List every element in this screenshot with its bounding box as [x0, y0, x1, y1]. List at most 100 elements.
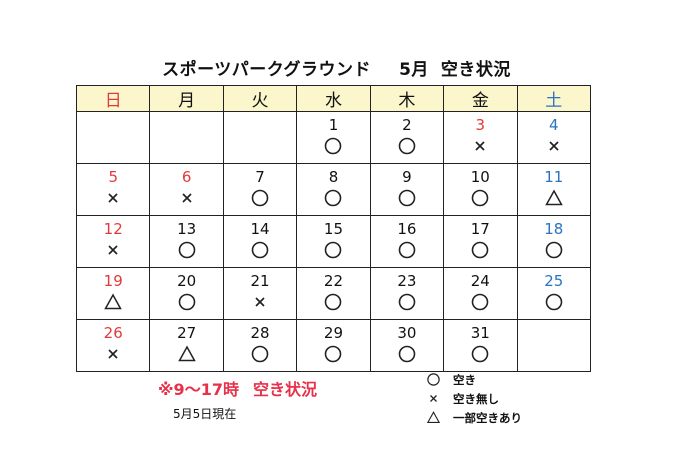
calendar-day-cell: 15	[296, 215, 371, 268]
calendar-day-cell: 14	[222, 215, 298, 268]
calendar-empty-cell	[75, 111, 151, 164]
day-number: 17	[470, 220, 490, 238]
legend-triangle-icon	[417, 410, 449, 426]
triangle-icon	[77, 292, 149, 314]
calendar-day-cell: 31	[443, 319, 518, 372]
day-number: 7	[255, 168, 265, 186]
cross-icon	[518, 136, 590, 158]
calendar-day-cell: 21	[222, 267, 298, 320]
calendar-empty-cell	[149, 111, 224, 164]
calendar-day-cell: 11	[516, 163, 592, 216]
circle-icon	[444, 188, 516, 210]
day-number: 2	[402, 116, 412, 134]
day-number: 25	[544, 272, 564, 290]
circle-icon	[224, 188, 296, 210]
legend-label: 空き	[453, 372, 476, 387]
calendar-day-cell: 30	[369, 319, 445, 372]
calendar-day-cell: 2	[369, 111, 445, 164]
legend-item-partial: 一部空きあり	[417, 408, 567, 427]
hours-note: ※9～17時 空き状況	[158, 376, 317, 400]
day-number: 15	[323, 220, 344, 238]
calendar-week-row: 12 13 14 15 16 17 18	[75, 215, 592, 268]
day-number: 12	[103, 220, 123, 238]
day-number: 19	[103, 272, 123, 290]
cross-icon	[150, 188, 222, 210]
calendar-empty-cell	[222, 111, 298, 164]
day-number: 14	[250, 220, 270, 238]
circle-icon	[518, 292, 590, 314]
circle-icon	[371, 292, 443, 314]
calendar-day-cell: 8	[296, 163, 371, 216]
cross-icon	[224, 292, 296, 314]
availability-calendar: 日 月 火 水 木 金 土 1 2 3 4 5 6 7 8 9 10 11 12 13 14 15 16 17 1…	[75, 85, 592, 372]
circle-icon	[297, 188, 369, 210]
calendar-day-cell: 7	[222, 163, 298, 216]
legend: 空き 空き無し 一部空きあり	[417, 370, 567, 427]
cross-icon	[77, 344, 149, 366]
day-number: 24	[470, 272, 490, 290]
calendar-day-cell: 29	[296, 319, 371, 372]
day-number: 31	[470, 324, 490, 342]
calendar-week-row: 5 6 7 8 9 10 11	[75, 163, 592, 216]
cross-icon	[444, 136, 516, 158]
day-number: 1	[328, 116, 339, 134]
legend-item-full: 空き無し	[417, 389, 567, 408]
circle-icon	[224, 240, 296, 262]
weekday-sun: 日	[75, 85, 151, 112]
day-number: 23	[397, 272, 417, 290]
as-of-date: 5月5日現在	[173, 407, 237, 421]
calendar-day-cell: 16	[369, 215, 445, 268]
month-label: 5月	[399, 60, 429, 80]
day-number: 13	[177, 220, 197, 238]
day-number: 10	[470, 168, 490, 186]
day-number: 11	[544, 168, 564, 186]
circle-icon	[297, 136, 369, 158]
circle-icon	[371, 240, 443, 262]
calendar-day-cell: 28	[222, 319, 298, 372]
calendar-week-row: 19 20 21 22 23 24 25	[75, 267, 592, 320]
circle-icon	[371, 344, 443, 366]
calendar-day-cell: 9	[369, 163, 445, 216]
circle-icon	[371, 188, 443, 210]
day-number: 30	[397, 324, 417, 342]
circle-icon	[297, 240, 369, 262]
circle-icon	[444, 344, 516, 366]
calendar-day-cell: 1	[296, 111, 371, 164]
calendar-day-cell: 13	[149, 215, 224, 268]
legend-circle-icon	[417, 372, 449, 388]
calendar-week-row: 26 27 28 29 30 31	[75, 319, 592, 372]
calendar-day-cell: 25	[516, 267, 592, 320]
legend-label: 空き無し	[453, 391, 499, 406]
weekday-thu: 木	[369, 85, 445, 112]
circle-icon	[297, 344, 369, 366]
legend-cross-icon	[417, 391, 449, 407]
weekday-fri: 金	[443, 85, 518, 112]
calendar-day-cell: 10	[443, 163, 518, 216]
circle-icon	[444, 240, 516, 262]
calendar-day-cell: 4	[516, 111, 592, 164]
circle-icon	[297, 292, 369, 314]
day-number: 22	[323, 272, 344, 290]
day-number: 4	[548, 116, 559, 134]
calendar-day-cell: 20	[149, 267, 224, 320]
day-number: 16	[397, 220, 417, 238]
circle-icon	[150, 292, 222, 314]
day-number: 29	[323, 324, 344, 342]
calendar-empty-cell	[516, 319, 592, 372]
day-number: 3	[475, 116, 486, 134]
day-number: 5	[108, 168, 118, 186]
facility-name: スポーツパークグラウンド	[162, 60, 372, 80]
calendar-day-cell: 24	[443, 267, 518, 320]
triangle-icon	[150, 344, 222, 366]
calendar-day-cell: 5	[75, 163, 151, 216]
calendar-day-cell: 22	[296, 267, 371, 320]
circle-icon	[371, 136, 443, 158]
weekday-wed: 水	[296, 85, 371, 112]
circle-icon	[224, 344, 296, 366]
day-number: 20	[177, 272, 197, 290]
weekday-mon: 月	[149, 85, 224, 112]
cross-icon	[77, 188, 149, 210]
page-title: スポーツパークグラウンド 5月 空き状況	[0, 55, 673, 80]
day-number: 21	[250, 272, 270, 290]
calendar-day-cell: 27	[149, 319, 224, 372]
